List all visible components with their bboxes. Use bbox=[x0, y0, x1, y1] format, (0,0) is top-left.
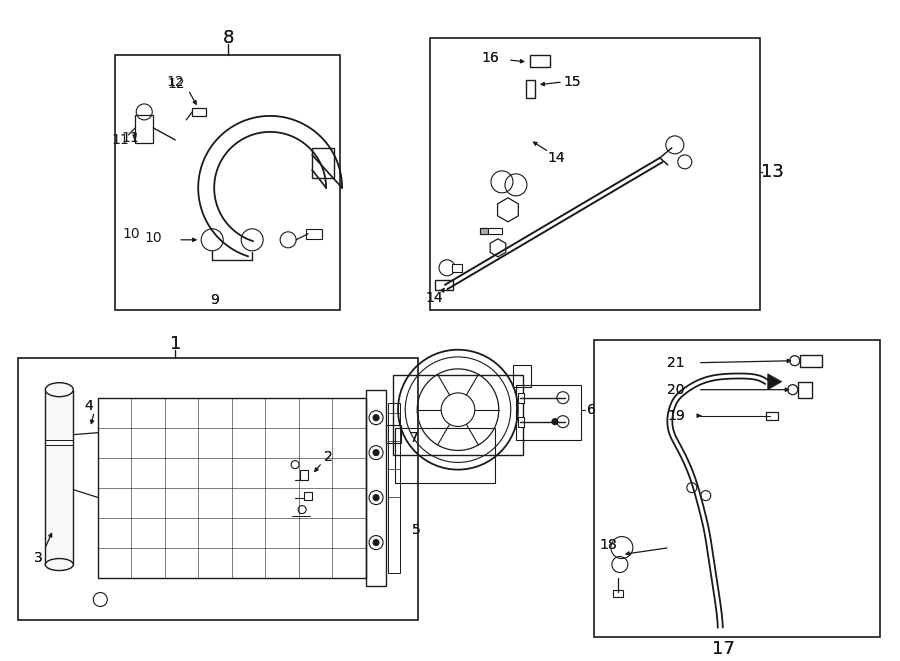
Polygon shape bbox=[768, 373, 782, 390]
Text: 13: 13 bbox=[761, 163, 784, 181]
Bar bbox=[393, 375, 523, 455]
Text: 3: 3 bbox=[34, 551, 42, 564]
Bar bbox=[435, 280, 453, 290]
Bar bbox=[300, 469, 308, 480]
Text: 13: 13 bbox=[761, 163, 784, 181]
Text: 21: 21 bbox=[667, 356, 685, 369]
Circle shape bbox=[789, 356, 800, 366]
Text: 8: 8 bbox=[222, 29, 234, 47]
Text: 21: 21 bbox=[667, 356, 685, 369]
Text: 15: 15 bbox=[563, 75, 580, 89]
Text: 1: 1 bbox=[169, 334, 181, 353]
Text: 19: 19 bbox=[667, 408, 685, 422]
Bar bbox=[516, 385, 580, 440]
Text: 7: 7 bbox=[410, 431, 418, 445]
Text: 14: 14 bbox=[547, 151, 564, 165]
Text: 7: 7 bbox=[410, 431, 418, 445]
Bar bbox=[135, 115, 153, 143]
Text: 18: 18 bbox=[599, 537, 616, 551]
Bar bbox=[115, 55, 340, 310]
Text: 19: 19 bbox=[667, 408, 685, 422]
Text: 2: 2 bbox=[324, 449, 332, 463]
Circle shape bbox=[788, 385, 797, 395]
Bar bbox=[388, 403, 400, 572]
Bar bbox=[518, 416, 524, 426]
Bar bbox=[193, 108, 206, 116]
Bar bbox=[518, 393, 524, 403]
Text: 18: 18 bbox=[599, 537, 616, 551]
Bar bbox=[480, 228, 488, 234]
Text: 16: 16 bbox=[482, 51, 499, 65]
Bar bbox=[98, 398, 366, 578]
Bar bbox=[526, 80, 535, 98]
Text: 5: 5 bbox=[411, 523, 420, 537]
Bar bbox=[45, 390, 73, 564]
Bar bbox=[530, 55, 550, 67]
Bar bbox=[18, 358, 418, 619]
Bar bbox=[395, 428, 495, 483]
Text: 1: 1 bbox=[169, 334, 181, 353]
Text: 20: 20 bbox=[667, 383, 685, 397]
Text: 17: 17 bbox=[712, 641, 735, 658]
Bar bbox=[452, 264, 462, 272]
Text: 8: 8 bbox=[222, 29, 234, 47]
Circle shape bbox=[552, 418, 558, 424]
Bar bbox=[386, 424, 401, 443]
Ellipse shape bbox=[45, 559, 73, 570]
Text: 14: 14 bbox=[425, 291, 443, 305]
Text: 6: 6 bbox=[588, 403, 597, 416]
Bar bbox=[800, 355, 822, 367]
Bar bbox=[366, 390, 386, 586]
Bar bbox=[513, 365, 531, 387]
Text: 16: 16 bbox=[482, 51, 499, 65]
Text: 14: 14 bbox=[425, 291, 443, 305]
Bar bbox=[304, 492, 312, 500]
Text: 12: 12 bbox=[166, 75, 184, 89]
Bar bbox=[430, 38, 760, 310]
Text: 12: 12 bbox=[167, 77, 185, 91]
Text: 10: 10 bbox=[122, 227, 140, 241]
Text: 5: 5 bbox=[411, 523, 420, 537]
Text: 4: 4 bbox=[84, 399, 93, 412]
Text: 20: 20 bbox=[667, 383, 685, 397]
Text: 3: 3 bbox=[34, 551, 42, 564]
Bar bbox=[312, 148, 334, 178]
Circle shape bbox=[374, 449, 379, 455]
Ellipse shape bbox=[45, 383, 73, 397]
Bar bbox=[766, 412, 778, 420]
Text: 10: 10 bbox=[144, 231, 162, 245]
Circle shape bbox=[374, 539, 379, 545]
Text: 17: 17 bbox=[712, 641, 735, 658]
Text: 11: 11 bbox=[122, 131, 140, 145]
Bar bbox=[613, 590, 623, 596]
Text: 9: 9 bbox=[210, 293, 219, 307]
Text: 9: 9 bbox=[210, 293, 219, 307]
Bar bbox=[306, 229, 322, 239]
Text: 6: 6 bbox=[588, 403, 597, 416]
Circle shape bbox=[374, 494, 379, 500]
Text: 15: 15 bbox=[563, 75, 580, 89]
Text: 2: 2 bbox=[324, 449, 332, 463]
Circle shape bbox=[374, 414, 379, 420]
Text: 11: 11 bbox=[112, 133, 129, 147]
Bar bbox=[797, 381, 812, 398]
Text: 4: 4 bbox=[84, 399, 93, 412]
Bar bbox=[480, 228, 502, 234]
Text: 14: 14 bbox=[547, 151, 564, 165]
Bar bbox=[594, 340, 879, 637]
